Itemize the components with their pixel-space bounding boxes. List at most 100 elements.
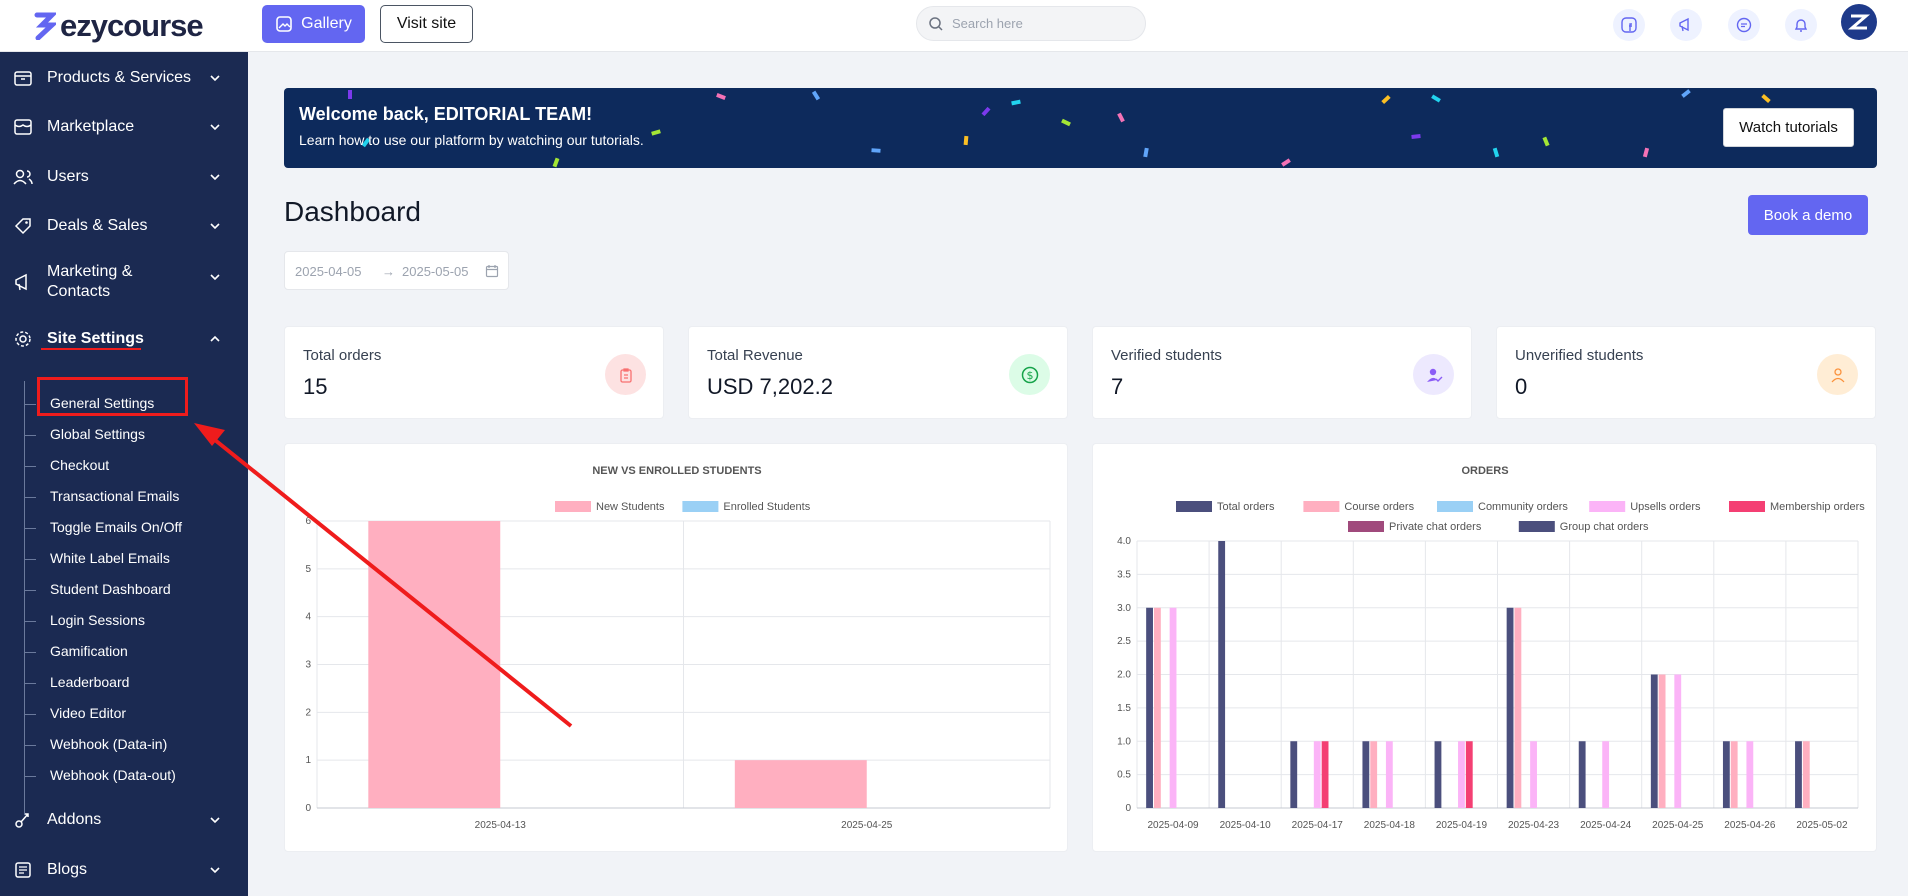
legend-label: Enrolled Students: [723, 501, 810, 513]
facebook-icon[interactable]: [1613, 9, 1645, 41]
stat-card-total-revenue: Total Revenue USD 7,202.2 $: [688, 326, 1068, 419]
visit-site-button[interactable]: Visit site: [380, 5, 473, 43]
submenu-item[interactable]: Student Dashboard: [50, 581, 171, 597]
user-check-icon: [1413, 354, 1454, 395]
legend-label: Membership orders: [1770, 501, 1865, 513]
y-tick-label: 4.0: [1117, 536, 1131, 547]
banner-subtitle: Learn how to use our platform by watchin…: [299, 132, 644, 148]
sidebar: Products & Services Marketplace Users De…: [0, 52, 248, 896]
sidebar-item-label: Users: [47, 168, 89, 185]
submenu-item[interactable]: Webhook (Data-out): [50, 767, 176, 783]
chart-bar: [368, 521, 501, 808]
sidebar-item-label: Deals & Sales: [47, 217, 148, 234]
y-tick-label: 2: [305, 707, 311, 718]
search-icon: [929, 16, 943, 31]
stat-value: USD 7,202.2: [707, 374, 833, 399]
submenu-item[interactable]: Webhook (Data-in): [50, 736, 168, 752]
bell-icon[interactable]: [1785, 9, 1817, 41]
orders-chart-panel: ORDERS Total orders Course orders Community…: [1092, 443, 1877, 852]
chart-bar: [1218, 541, 1226, 808]
avatar[interactable]: [1841, 4, 1877, 40]
chart-bar: [1722, 741, 1730, 808]
sidebar-item-label: Site Settings: [47, 330, 144, 347]
date-to: 2025-05-05: [402, 264, 469, 279]
y-tick-label: 1: [305, 755, 311, 766]
watch-tutorials-button[interactable]: Watch tutorials: [1723, 108, 1854, 147]
chart-bar: [1514, 607, 1522, 808]
submenu-connector: [24, 590, 36, 591]
book-demo-button[interactable]: Book a demo: [1748, 195, 1868, 235]
chart-bar: [1146, 607, 1153, 808]
chart-bar: [1506, 607, 1514, 808]
gallery-button[interactable]: Gallery: [262, 5, 365, 43]
y-tick-label: 3.0: [1117, 603, 1131, 614]
legend-swatch: [1437, 501, 1473, 512]
stat-title: Total Revenue: [707, 347, 803, 364]
chart-title: ORDERS: [1461, 465, 1508, 477]
logo[interactable]: ezycourse: [34, 8, 204, 44]
submenu-item[interactable]: Global Settings: [50, 426, 145, 442]
submenu-item[interactable]: Leaderboard: [50, 674, 130, 690]
y-tick-label: 2.5: [1117, 636, 1131, 647]
confetti-piece: [1061, 118, 1071, 127]
megaphone-icon[interactable]: [1670, 9, 1702, 41]
submenu-item[interactable]: Video Editor: [50, 705, 127, 721]
y-tick-label: 1.5: [1117, 703, 1131, 714]
chart-bar: [1746, 741, 1754, 808]
box-icon: [12, 67, 34, 89]
x-tick-label: 2025-04-25: [1652, 820, 1704, 831]
submenu-item[interactable]: Toggle Emails On/Off: [50, 519, 183, 535]
confetti-piece: [1117, 112, 1125, 123]
x-tick-label: 2025-04-23: [1508, 820, 1560, 831]
x-tick-label: 2025-04-13: [475, 820, 527, 831]
sidebar-item-label-line2: Contacts: [47, 283, 111, 300]
stat-card-verified-students: Verified students 7: [1092, 326, 1472, 419]
chart-bar: [1458, 741, 1465, 808]
users-icon: [12, 166, 34, 188]
stat-card-unverified-students: Unverified students 0: [1496, 326, 1876, 419]
legend-swatch: [555, 501, 591, 512]
confetti-piece: [811, 90, 821, 101]
submenu-connector: [24, 714, 36, 715]
date-range-picker[interactable]: 2025-04-05 → 2025-05-05: [284, 251, 509, 290]
x-tick-label: 2025-04-26: [1724, 820, 1776, 831]
x-tick-label: 2025-04-18: [1364, 820, 1416, 831]
dollar-icon: $: [1009, 354, 1050, 395]
submenu-item[interactable]: Transactional Emails: [50, 488, 180, 504]
submenu-item[interactable]: General Settings: [50, 395, 155, 411]
chart-bar: [1530, 741, 1537, 808]
chevron-down-icon: [210, 75, 220, 82]
legend-swatch: [682, 501, 719, 512]
chart-bar: [1169, 607, 1177, 808]
y-tick-label: 0: [305, 803, 311, 814]
y-tick-label: 6: [305, 516, 311, 527]
y-tick-label: 5: [305, 564, 311, 575]
chart-bar: [1153, 607, 1161, 808]
y-tick-label: 0: [1125, 803, 1131, 814]
confetti-piece: [1761, 94, 1771, 103]
chart-bar: [1465, 741, 1473, 808]
orders-chart: ORDERS Total orders Course orders Community…: [1117, 465, 1865, 831]
store-icon: [12, 116, 34, 138]
chevron-down-icon: [210, 817, 220, 824]
x-tick-label: 2025-04-25: [841, 820, 893, 831]
search-input[interactable]: Search here: [916, 6, 1146, 41]
date-arrow: →: [382, 264, 395, 279]
addons-icon: [12, 809, 34, 831]
chart-bar: [1321, 741, 1329, 808]
students-chart-panel: NEW VS ENROLLED STUDENTS New Students Enro…: [284, 443, 1068, 852]
confetti-piece: [552, 157, 560, 168]
stat-title: Unverified students: [1515, 347, 1644, 364]
legend-swatch: [1176, 501, 1212, 512]
stat-title: Total orders: [303, 347, 382, 364]
y-tick-label: 2.0: [1117, 670, 1131, 681]
submenu-connector: [24, 683, 36, 684]
submenu-item[interactable]: White Label Emails: [50, 550, 170, 566]
confetti-piece: [981, 106, 991, 117]
submenu-item[interactable]: Gamification: [50, 643, 128, 659]
chat-icon[interactable]: [1728, 9, 1760, 41]
sidebar-item-marketing-contacts[interactable]: Marketing & Contacts: [0, 263, 248, 314]
legend-swatch: [1348, 521, 1384, 532]
submenu-item[interactable]: Checkout: [50, 457, 110, 473]
submenu-item[interactable]: Login Sessions: [50, 612, 145, 628]
